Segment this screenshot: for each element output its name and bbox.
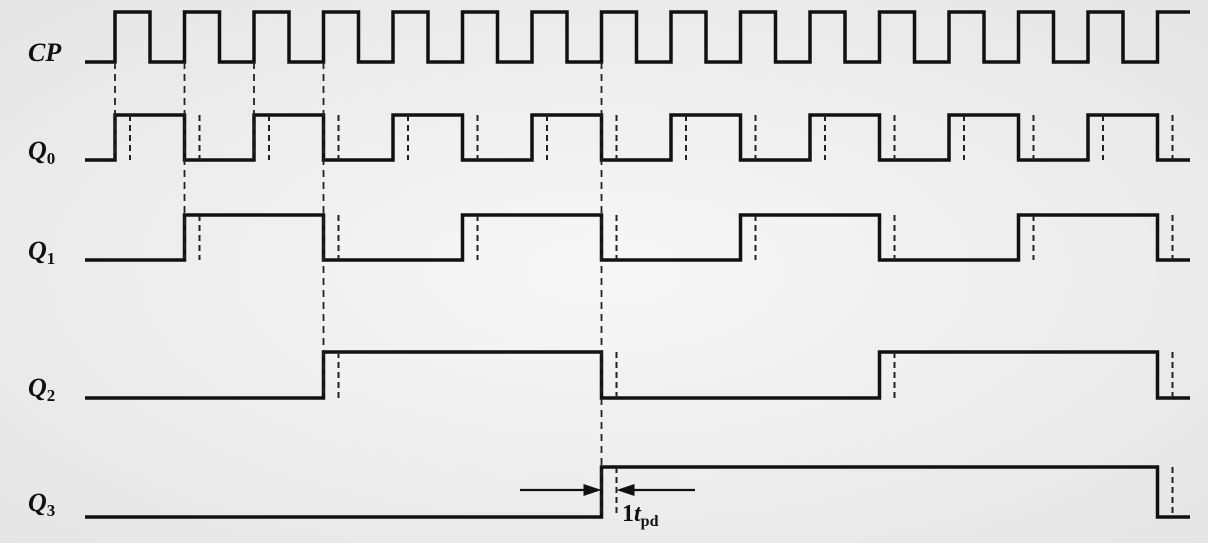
signal-name: Q [28,488,47,517]
q3-waveform [85,465,1190,519]
signal-label-q1: Q1 [28,236,55,268]
signal-subscript: 2 [46,386,56,405]
delay-subscript: pd [640,513,659,530]
signal-name: Q [28,373,47,402]
signal-label-q2: Q2 [28,373,55,405]
signal-label-q3: Q3 [28,488,55,520]
signal-name: CP [28,38,62,67]
signal-name: Q [28,136,47,165]
signal-name: Q [28,236,47,265]
cp-waveform [85,10,1190,64]
delay-symbol: t [634,501,641,527]
signal-subscript: 3 [46,501,56,520]
signal-subscript: 0 [46,149,56,168]
delay-arrow-left-head [583,484,602,496]
signal-subscript: 1 [46,249,56,268]
signal-label-cp: CP [28,40,61,66]
delay-arrow-right-head [616,484,635,496]
propagation-delay-label: 1tpd [622,501,658,530]
delay-count: 1 [622,501,634,527]
signal-label-q0: Q0 [28,136,55,168]
q1-waveform [85,213,1190,262]
